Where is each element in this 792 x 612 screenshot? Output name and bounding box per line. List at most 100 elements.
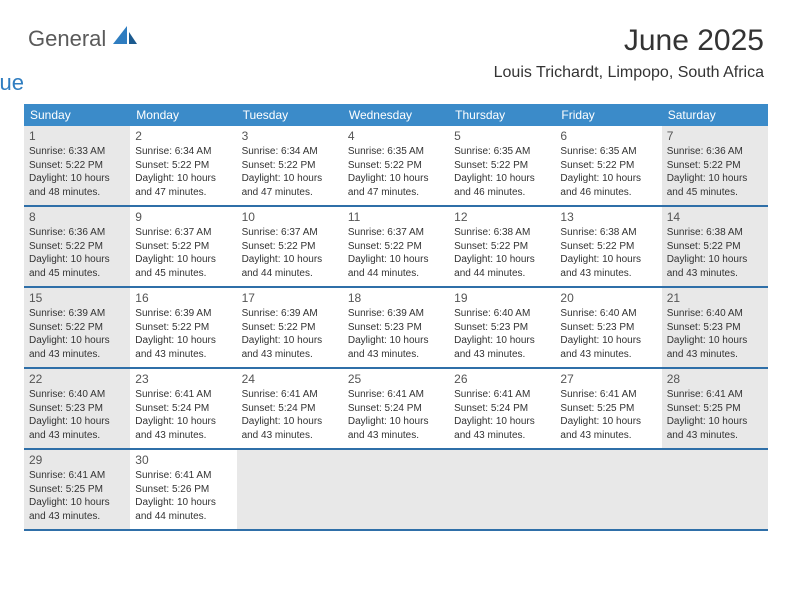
sunrise-line: Sunrise: 6:34 AM (135, 145, 231, 159)
daylight-line: Daylight: 10 hours and 43 minutes. (667, 415, 763, 442)
day-cell: 3Sunrise: 6:34 AMSunset: 5:22 PMDaylight… (237, 126, 343, 205)
day-number: 20 (560, 291, 656, 305)
header-right: June 2025 Louis Trichardt, Limpopo, Sout… (494, 24, 764, 82)
daylight-line: Daylight: 10 hours and 43 minutes. (29, 334, 125, 361)
day-number: 3 (242, 129, 338, 143)
daylight-line: Daylight: 10 hours and 46 minutes. (454, 172, 550, 199)
day-number: 14 (667, 210, 763, 224)
day-cell: 24Sunrise: 6:41 AMSunset: 5:24 PMDayligh… (237, 369, 343, 448)
sunset-line: Sunset: 5:22 PM (135, 321, 231, 335)
daylight-line: Daylight: 10 hours and 47 minutes. (348, 172, 444, 199)
sunset-line: Sunset: 5:22 PM (135, 240, 231, 254)
weekday-header: Tuesday (237, 104, 343, 126)
sunrise-line: Sunrise: 6:41 AM (667, 388, 763, 402)
day-cell: 5Sunrise: 6:35 AMSunset: 5:22 PMDaylight… (449, 126, 555, 205)
sunrise-line: Sunrise: 6:41 AM (29, 469, 125, 483)
daylight-line: Daylight: 10 hours and 48 minutes. (29, 172, 125, 199)
daylight-line: Daylight: 10 hours and 43 minutes. (454, 415, 550, 442)
day-cell: 15Sunrise: 6:39 AMSunset: 5:22 PMDayligh… (24, 288, 130, 367)
day-number: 8 (29, 210, 125, 224)
sunset-line: Sunset: 5:25 PM (667, 402, 763, 416)
day-number: 7 (667, 129, 763, 143)
daylight-line: Daylight: 10 hours and 43 minutes. (560, 253, 656, 280)
daylight-line: Daylight: 10 hours and 43 minutes. (242, 415, 338, 442)
day-cell: 28Sunrise: 6:41 AMSunset: 5:25 PMDayligh… (662, 369, 768, 448)
week-row: 15Sunrise: 6:39 AMSunset: 5:22 PMDayligh… (24, 288, 768, 369)
blank-cell (343, 450, 449, 529)
daylight-line: Daylight: 10 hours and 47 minutes. (135, 172, 231, 199)
day-cell: 20 Sunrise: 6:40 AMSunset: 5:23 PMDayligh… (555, 288, 661, 367)
sunset-line: Sunset: 5:26 PM (135, 483, 231, 497)
logo-text-general: General (28, 26, 106, 51)
sunset-line: Sunset: 5:22 PM (29, 159, 125, 173)
weekday-header: Sunday (24, 104, 130, 126)
sunrise-line: Sunrise: 6:40 AM (667, 307, 763, 321)
sunrise-line: Sunrise: 6:39 AM (348, 307, 444, 321)
weekday-header: Monday (130, 104, 236, 126)
daylight-line: Daylight: 10 hours and 44 minutes. (454, 253, 550, 280)
daylight-line: Daylight: 10 hours and 43 minutes. (242, 334, 338, 361)
sunrise-line: Sunrise: 6:40 AM (560, 307, 656, 321)
day-number: 26 (454, 372, 550, 386)
day-cell: 19Sunrise: 6:40 AMSunset: 5:23 PMDayligh… (449, 288, 555, 367)
day-number: 27 (560, 372, 656, 386)
day-number: 9 (135, 210, 231, 224)
day-number: 12 (454, 210, 550, 224)
day-cell: 30Sunrise: 6:41 AMSunset: 5:26 PMDayligh… (130, 450, 236, 529)
weekday-header-row: SundayMondayTuesdayWednesdayThursdayFrid… (24, 104, 768, 126)
daylight-line: Daylight: 10 hours and 45 minutes. (29, 253, 125, 280)
day-cell: 16Sunrise: 6:39 AMSunset: 5:22 PMDayligh… (130, 288, 236, 367)
calendar: SundayMondayTuesdayWednesdayThursdayFrid… (24, 104, 768, 531)
sunset-line: Sunset: 5:25 PM (560, 402, 656, 416)
sunrise-line: Sunrise: 6:41 AM (135, 388, 231, 402)
day-cell: 18Sunrise: 6:39 AMSunset: 5:23 PMDayligh… (343, 288, 449, 367)
daylight-line: Daylight: 10 hours and 43 minutes. (667, 334, 763, 361)
daylight-line: Daylight: 10 hours and 43 minutes. (454, 334, 550, 361)
sunset-line: Sunset: 5:22 PM (29, 240, 125, 254)
sunrise-line: Sunrise: 6:39 AM (135, 307, 231, 321)
sunset-line: Sunset: 5:24 PM (135, 402, 231, 416)
sunrise-line: Sunrise: 6:37 AM (135, 226, 231, 240)
day-cell: 9Sunrise: 6:37 AMSunset: 5:22 PMDaylight… (130, 207, 236, 286)
week-row: 1Sunrise: 6:33 AMSunset: 5:22 PMDaylight… (24, 126, 768, 207)
logo-text-blue: Blue (0, 70, 24, 95)
day-cell: 10Sunrise: 6:37 AMSunset: 5:22 PMDayligh… (237, 207, 343, 286)
day-number: 13 (560, 210, 656, 224)
day-number: 2 (135, 129, 231, 143)
sunrise-line: Sunrise: 6:33 AM (29, 145, 125, 159)
week-row: 22Sunrise: 6:40 AMSunset: 5:23 PMDayligh… (24, 369, 768, 450)
day-number: 21 (667, 291, 763, 305)
sunrise-line: Sunrise: 6:40 AM (29, 388, 125, 402)
day-number: 19 (454, 291, 550, 305)
day-number: 10 (242, 210, 338, 224)
sunrise-line: Sunrise: 6:41 AM (135, 469, 231, 483)
blank-cell (662, 450, 768, 529)
sunrise-line: Sunrise: 6:35 AM (560, 145, 656, 159)
sunrise-line: Sunrise: 6:41 AM (242, 388, 338, 402)
day-number: 5 (454, 129, 550, 143)
day-cell: 1 Sunrise: 6:33 AMSunset: 5:22 PMDaylight… (24, 126, 130, 205)
day-number: 18 (348, 291, 444, 305)
sunset-line: Sunset: 5:22 PM (242, 159, 338, 173)
location-text: Louis Trichardt, Limpopo, South Africa (494, 64, 764, 82)
daylight-line: Daylight: 10 hours and 44 minutes. (242, 253, 338, 280)
daylight-line: Daylight: 10 hours and 45 minutes. (667, 172, 763, 199)
sunrise-line: Sunrise: 6:36 AM (667, 145, 763, 159)
day-number: 1 (29, 129, 125, 143)
sunset-line: Sunset: 5:22 PM (348, 159, 444, 173)
daylight-line: Daylight: 10 hours and 43 minutes. (135, 334, 231, 361)
blank-cell (449, 450, 555, 529)
sunrise-line: Sunrise: 6:39 AM (242, 307, 338, 321)
day-cell: 4 Sunrise: 6:35 AMSunset: 5:22 PMDaylight… (343, 126, 449, 205)
day-cell: 13Sunrise: 6:38 AMSunset: 5:22 PMDayligh… (555, 207, 661, 286)
sunset-line: Sunset: 5:23 PM (454, 321, 550, 335)
weeks-container: 1Sunrise: 6:33 AMSunset: 5:22 PMDaylight… (24, 126, 768, 531)
sunset-line: Sunset: 5:23 PM (560, 321, 656, 335)
day-number: 15 (29, 291, 125, 305)
day-cell: 12Sunrise: 6:38 AMSunset: 5:22 PMDayligh… (449, 207, 555, 286)
daylight-line: Daylight: 10 hours and 43 minutes. (560, 334, 656, 361)
sunrise-line: Sunrise: 6:35 AM (348, 145, 444, 159)
day-number: 4 (348, 129, 444, 143)
day-number: 17 (242, 291, 338, 305)
day-cell: 8Sunrise: 6:36 AMSunset: 5:22 PMDaylight… (24, 207, 130, 286)
